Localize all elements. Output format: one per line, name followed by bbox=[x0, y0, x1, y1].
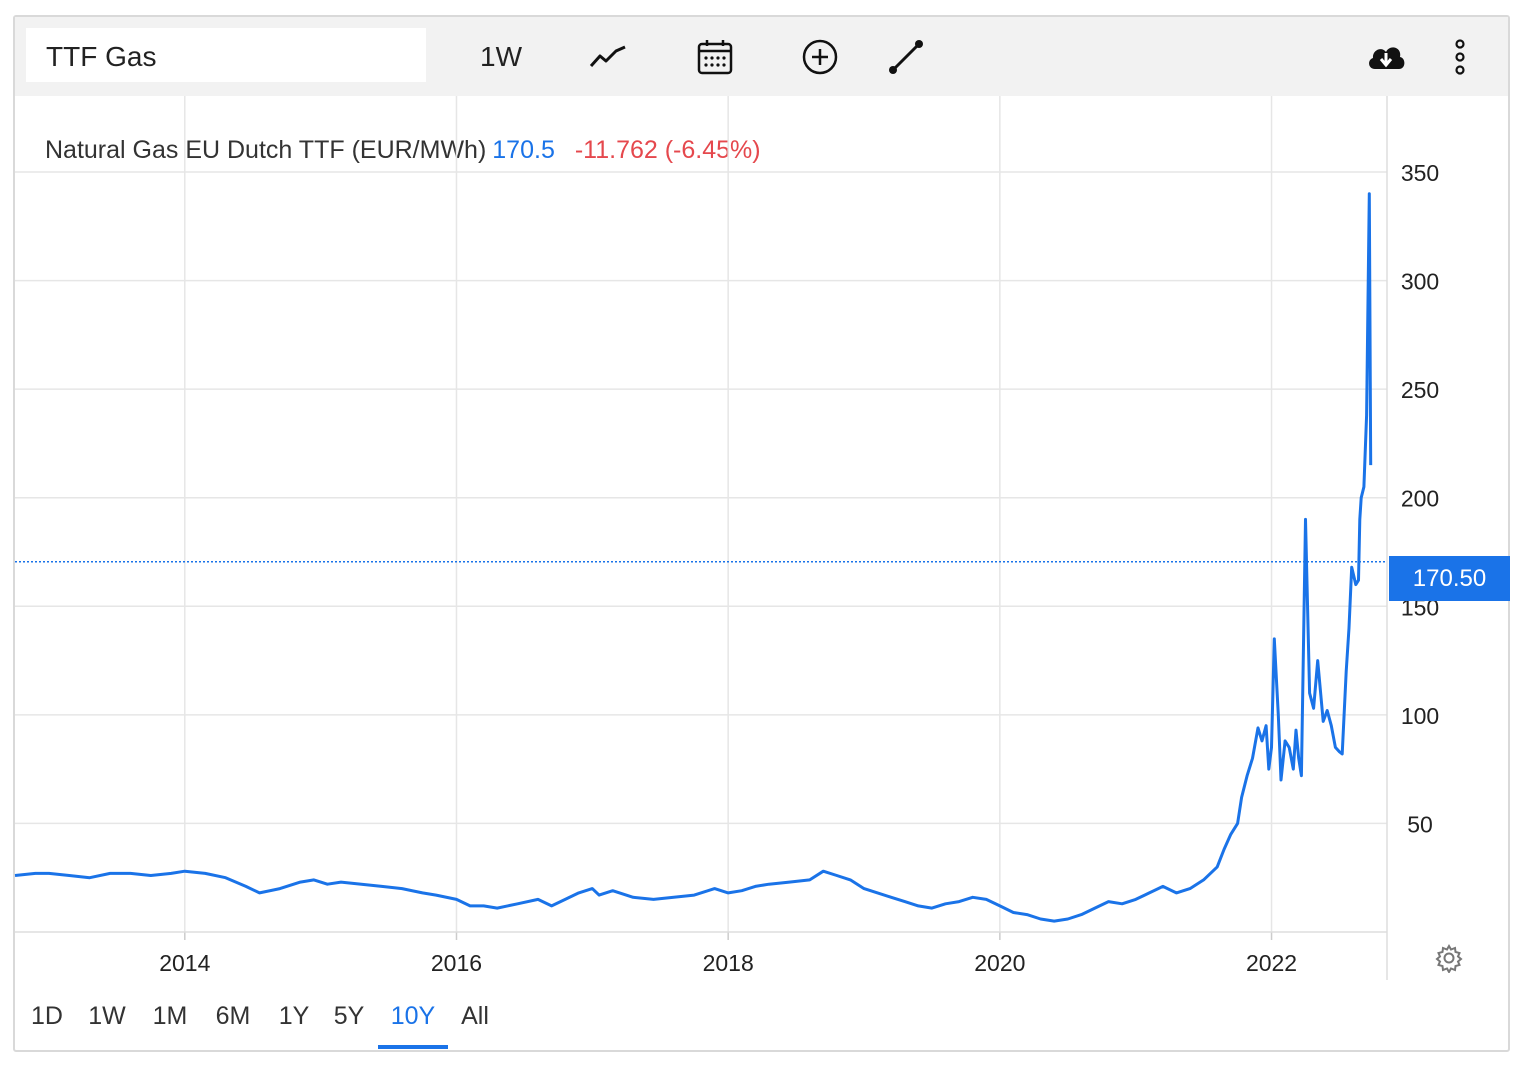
range-button-1d[interactable]: 1D bbox=[31, 1002, 63, 1030]
range-button-5y[interactable]: 5Y bbox=[333, 1002, 365, 1030]
line-chart-icon[interactable] bbox=[583, 17, 633, 96]
x-tick-label: 2014 bbox=[159, 950, 210, 976]
y-tick-label: 350 bbox=[1401, 160, 1439, 186]
chart-frame bbox=[13, 15, 1510, 1052]
range-button-10y[interactable]: 10Y bbox=[390, 1002, 436, 1030]
range-button-1y[interactable]: 1Y bbox=[278, 1002, 310, 1030]
y-tick-label: 300 bbox=[1401, 269, 1439, 295]
add-circle-icon[interactable] bbox=[798, 17, 842, 96]
range-button-6m[interactable]: 6M bbox=[215, 1002, 251, 1030]
x-tick-label: 2022 bbox=[1246, 950, 1297, 976]
draw-line-icon[interactable] bbox=[884, 17, 928, 96]
y-tick-label: 200 bbox=[1401, 486, 1439, 512]
more-vertical-icon[interactable] bbox=[1445, 17, 1475, 96]
toolbar: TTF Gas 1W bbox=[15, 17, 1508, 96]
x-tick-label: 2020 bbox=[974, 950, 1025, 976]
y-tick-label: 50 bbox=[1407, 811, 1433, 837]
symbol-search-input[interactable]: TTF Gas bbox=[26, 28, 426, 82]
cloud-download-icon[interactable] bbox=[1361, 17, 1411, 96]
x-tick-label: 2018 bbox=[703, 950, 754, 976]
y-tick-label: 100 bbox=[1401, 703, 1439, 729]
series-legend: Natural Gas EU Dutch TTF (EUR/MWh) 170.5-… bbox=[45, 136, 761, 165]
range-button-1m[interactable]: 1M bbox=[152, 1002, 188, 1030]
legend-last-value: 170.5 bbox=[492, 136, 555, 164]
range-button-1w[interactable]: 1W bbox=[88, 1002, 126, 1030]
calendar-icon[interactable] bbox=[693, 17, 737, 96]
active-range-indicator bbox=[378, 1045, 448, 1049]
last-price-tag: 170.50 bbox=[1389, 556, 1510, 601]
legend-change: -11.762 (-6.45%) bbox=[574, 136, 761, 164]
legend-series-name: Natural Gas EU Dutch TTF (EUR/MWh) bbox=[45, 136, 487, 164]
x-tick-label: 2016 bbox=[431, 950, 482, 976]
range-button-all[interactable]: All bbox=[461, 1002, 489, 1030]
settings-gear-icon[interactable] bbox=[1434, 943, 1464, 975]
interval-button[interactable]: 1W bbox=[480, 40, 522, 72]
series-line bbox=[14, 192, 1373, 923]
y-tick-label: 250 bbox=[1401, 377, 1439, 403]
